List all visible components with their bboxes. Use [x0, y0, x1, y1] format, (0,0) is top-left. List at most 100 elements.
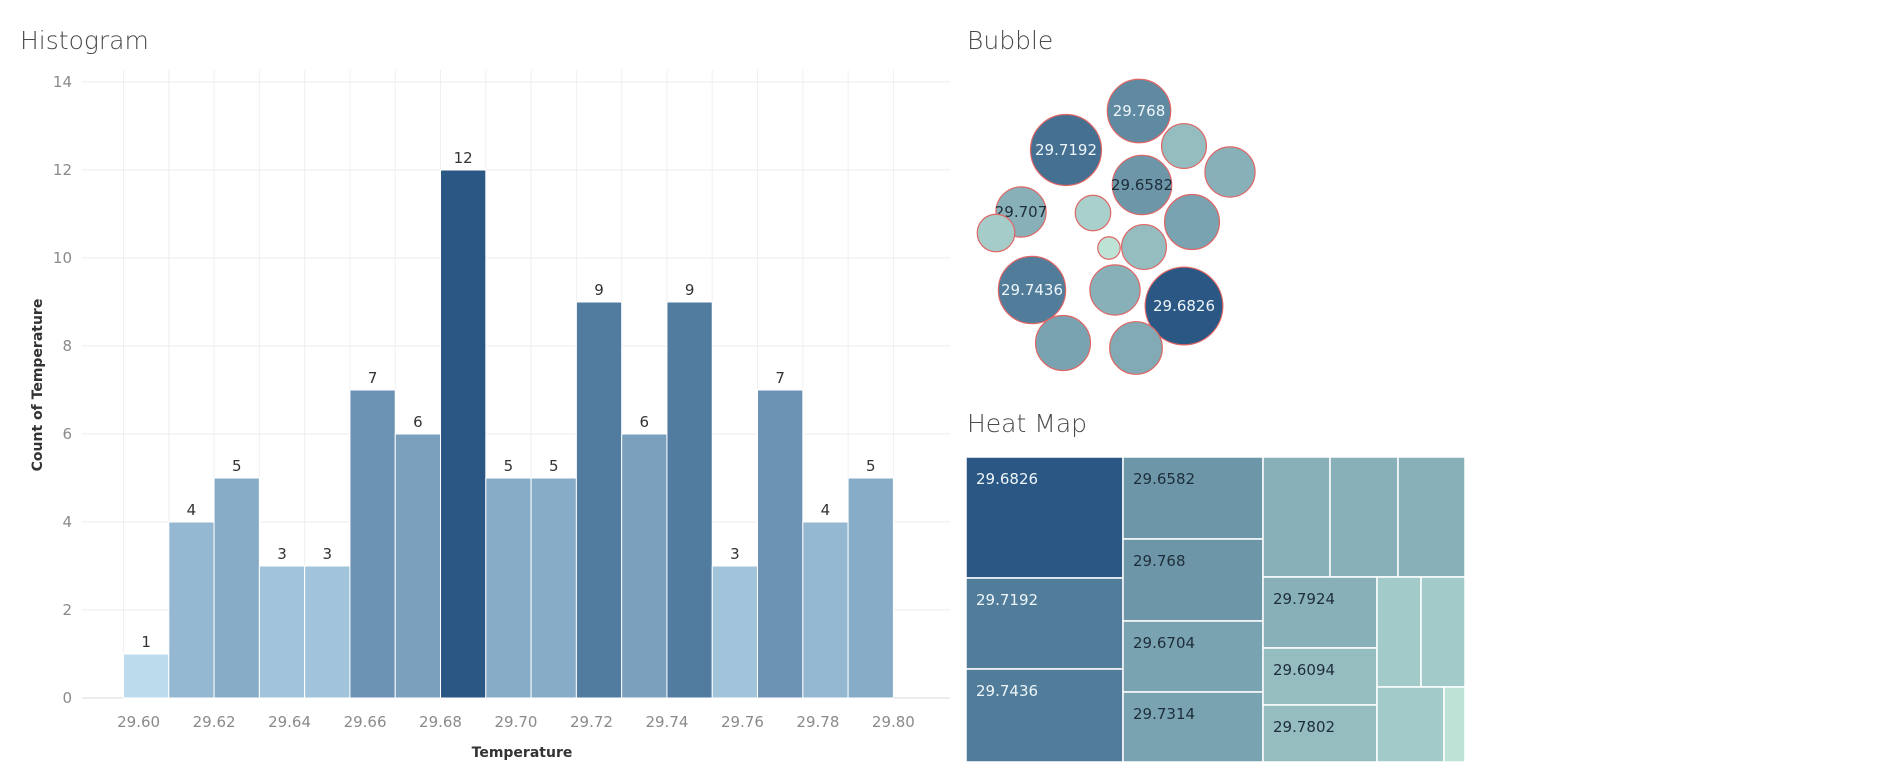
histogram-bar[interactable]: [711, 565, 759, 699]
y-tick-label: 4: [62, 513, 72, 531]
bar-data-label: 4: [187, 501, 197, 519]
bubble[interactable]: [1109, 321, 1163, 375]
bubble[interactable]: [1160, 122, 1208, 170]
histogram-bar[interactable]: [440, 169, 487, 699]
bubble[interactable]: [997, 255, 1067, 325]
bubble[interactable]: [1163, 193, 1221, 251]
x-tick-label: 29.62: [193, 713, 236, 731]
bar-data-label: 9: [685, 281, 695, 299]
histogram-bar[interactable]: [304, 565, 351, 699]
x-tick-label: 29.64: [268, 713, 311, 731]
heatmap-cell[interactable]: [1376, 686, 1445, 763]
bubble[interactable]: [1204, 146, 1256, 198]
y-tick-label: 0: [62, 689, 72, 707]
heatmap-cell[interactable]: [965, 668, 1124, 763]
bar-data-label: 5: [232, 457, 242, 475]
heatmap-cell-label: 29.6094: [1273, 661, 1335, 679]
bar-data-label: 12: [454, 149, 473, 167]
bubble-label: 29.707: [995, 203, 1048, 221]
x-tick-label: 29.76: [721, 713, 764, 731]
heatmap-cell[interactable]: [965, 577, 1124, 670]
y-tick-label: 12: [53, 161, 72, 179]
heatmap-cell[interactable]: [1122, 456, 1264, 540]
heatmap-cell[interactable]: [1262, 456, 1331, 578]
y-tick-label: 14: [53, 73, 72, 91]
bubble[interactable]: [1097, 236, 1121, 260]
heatmap-cell[interactable]: [1329, 456, 1399, 578]
bar-data-label: 9: [594, 281, 604, 299]
y-tick-label: 2: [62, 601, 72, 619]
heatmap-cell-label: 29.7802: [1273, 718, 1335, 736]
heatmap-cell[interactable]: [1122, 691, 1264, 763]
heatmap-cell-label: 29.7192: [976, 591, 1038, 609]
bubble[interactable]: [1106, 78, 1172, 144]
histogram-bar[interactable]: [621, 433, 668, 699]
x-tick-label: 29.70: [495, 713, 538, 731]
heatmap-cell[interactable]: [1376, 576, 1422, 688]
heatmap-chart: 29.6826 29.7192 29.7436 29.6582 29.768 29.670…: [965, 456, 1466, 763]
bubble-label: 29.6582: [1111, 176, 1173, 194]
heatmap-title: Heat Map: [967, 409, 1088, 438]
bar-data-label: 3: [277, 545, 287, 563]
heatmap-cell-label: 29.7924: [1273, 590, 1335, 608]
heatmap-cell[interactable]: [1397, 456, 1466, 578]
heatmap-cell[interactable]: [1262, 576, 1378, 649]
bar-data-label: 4: [821, 501, 831, 519]
y-tick-label: 10: [53, 249, 72, 267]
bar-data-label: 5: [504, 457, 514, 475]
heatmap-cell-label: 29.6704: [1133, 634, 1195, 652]
bar-data-label: 7: [775, 369, 785, 387]
histogram-bar[interactable]: [394, 433, 442, 699]
bubble-label: 29.7436: [1001, 281, 1063, 299]
histogram-bar[interactable]: [258, 565, 306, 699]
heatmap-cell[interactable]: [1262, 704, 1378, 763]
histogram-bar[interactable]: [123, 653, 170, 699]
x-tick-label: 29.78: [796, 713, 839, 731]
x-tick-label: 29.80: [872, 713, 915, 731]
y-axis-title: Count of Temperature: [30, 299, 46, 472]
bar-data-label: 1: [141, 633, 151, 651]
bar-data-label: 5: [549, 457, 559, 475]
bar-data-label: 7: [368, 369, 378, 387]
bubble[interactable]: [1074, 194, 1112, 232]
bubble-label: 29.768: [1113, 102, 1166, 120]
bubble[interactable]: [976, 213, 1016, 253]
histogram-bar[interactable]: [349, 389, 396, 699]
heatmap-cell[interactable]: [1122, 620, 1264, 693]
bubble[interactable]: [1034, 314, 1092, 372]
heatmap-cell-label: 29.7314: [1133, 705, 1195, 723]
bar-data-label: 3: [323, 545, 333, 563]
heatmap-cell[interactable]: [1420, 576, 1466, 688]
bubble[interactable]: [1144, 266, 1224, 346]
y-tick-label: 8: [62, 337, 72, 355]
histogram-bar[interactable]: [168, 521, 215, 699]
histogram-title: Histogram: [20, 26, 149, 55]
histogram-bar[interactable]: [530, 477, 577, 699]
histogram-bar[interactable]: [575, 301, 623, 699]
histogram-bar[interactable]: [757, 389, 804, 699]
bubble-label: 29.7192: [1035, 141, 1097, 159]
histogram-bar[interactable]: [485, 477, 532, 699]
bubble[interactable]: [1029, 113, 1103, 187]
heatmap-cell[interactable]: [1443, 686, 1466, 763]
heatmap-cell-label: 29.6582: [1133, 470, 1195, 488]
heatmap-cell-label: 29.6826: [976, 470, 1038, 488]
x-tick-label: 29.72: [570, 713, 613, 731]
bubble-chart: 29.768 29.7192 29.6582 29.707 29.7436 29.6826: [976, 78, 1256, 375]
bar-data-label: 6: [640, 413, 650, 431]
bar-data-label: 6: [413, 413, 423, 431]
x-tick-label: 29.66: [344, 713, 387, 731]
bubble-title: Bubble: [967, 26, 1054, 55]
bubble[interactable]: [1089, 264, 1141, 316]
histogram-bar[interactable]: [802, 521, 849, 699]
heatmap-cell-label: 29.768: [1133, 552, 1186, 570]
bubble[interactable]: [1120, 223, 1168, 271]
histogram-bar[interactable]: [666, 301, 713, 699]
histogram-bar[interactable]: [213, 477, 260, 699]
heatmap-cell[interactable]: [965, 456, 1124, 579]
heatmap-cell-label: 29.7436: [976, 682, 1038, 700]
bubble[interactable]: [1111, 154, 1173, 216]
bar-data-label: 5: [866, 457, 876, 475]
x-axis-title: Temperature: [472, 745, 573, 761]
histogram-bar[interactable]: [847, 477, 894, 699]
